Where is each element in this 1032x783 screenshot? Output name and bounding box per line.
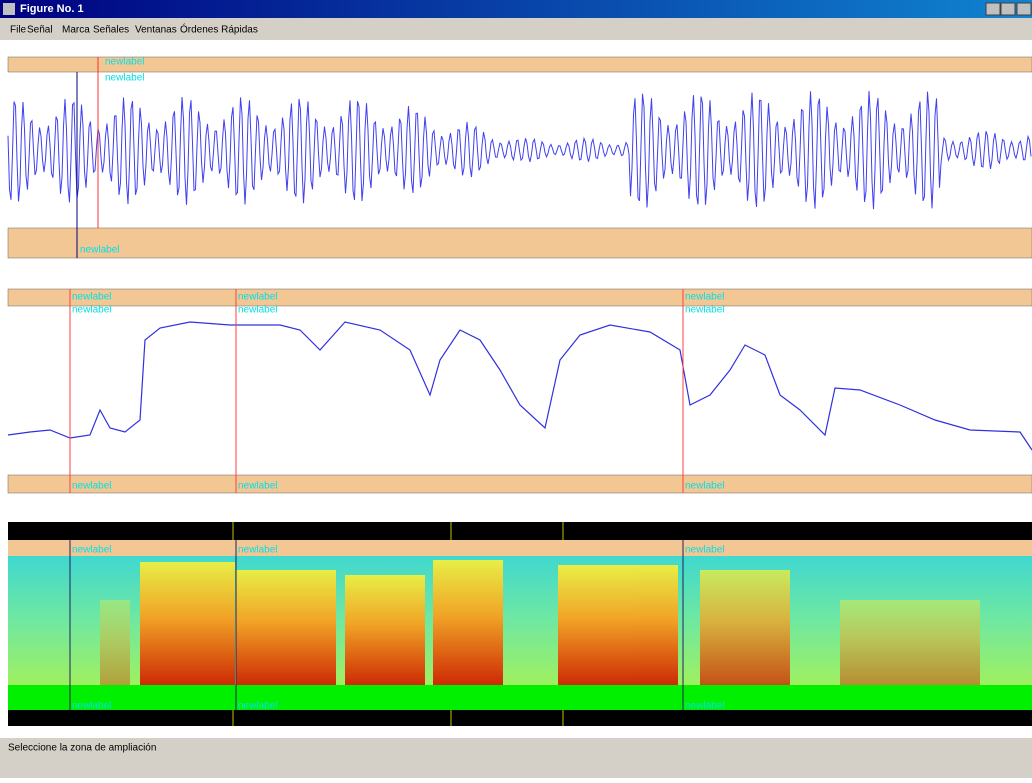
title-bar	[0, 0, 1032, 18]
marker-label: newlabel	[238, 292, 277, 303]
menu-item[interactable]: File	[10, 25, 27, 36]
green-band	[8, 685, 1032, 710]
minimize-button[interactable]	[986, 3, 1000, 15]
label-band	[8, 540, 1032, 556]
label-band	[8, 289, 1032, 306]
marker-label: newlabel	[685, 292, 724, 303]
label-band	[8, 57, 1032, 72]
figure-window: Figure No. 1 FileSeñal MarcaSeñales Ventan…	[0, 0, 1032, 778]
marker-label: newlabel	[72, 292, 111, 303]
label-band	[8, 475, 1032, 493]
black-band	[8, 522, 1032, 540]
marker-label: newlabel	[238, 545, 277, 556]
marker-lines	[70, 289, 683, 493]
marker-label: newlabel	[105, 73, 144, 84]
label-band	[8, 228, 1032, 258]
black-band	[8, 710, 1032, 726]
marker-label: newlabel	[238, 481, 277, 492]
window-icon	[3, 3, 15, 15]
window-title: Figure No. 1	[20, 3, 84, 15]
marker-label: newlabel	[105, 57, 144, 68]
pitch-contour	[8, 322, 1032, 450]
menu-item[interactable]: Marca	[62, 25, 90, 36]
waveform	[8, 91, 1031, 209]
marker-label: newlabel	[685, 305, 724, 316]
menu-item[interactable]: Señales	[93, 25, 129, 36]
marker-label: newlabel	[72, 545, 111, 556]
marker-label: newlabel	[685, 481, 724, 492]
status-text: Seleccione la zona de ampliación	[8, 743, 156, 754]
marker-label: newlabel	[72, 305, 111, 316]
marker-label: newlabel	[685, 701, 724, 712]
marker-label: newlabel	[72, 701, 111, 712]
marker-label: newlabel	[80, 245, 119, 256]
menu-item[interactable]: Órdenes Rápidas	[180, 23, 258, 36]
marker-label: newlabel	[685, 545, 724, 556]
window-controls[interactable]	[986, 3, 1031, 15]
marker-label: newlabel	[238, 701, 277, 712]
marker-label: newlabel	[238, 305, 277, 316]
menu-item[interactable]: Ventanas	[135, 25, 177, 36]
marker-label: newlabel	[72, 481, 111, 492]
maximize-button[interactable]	[1001, 3, 1015, 15]
menu-item[interactable]: Señal	[27, 25, 53, 36]
close-button[interactable]	[1017, 3, 1031, 15]
